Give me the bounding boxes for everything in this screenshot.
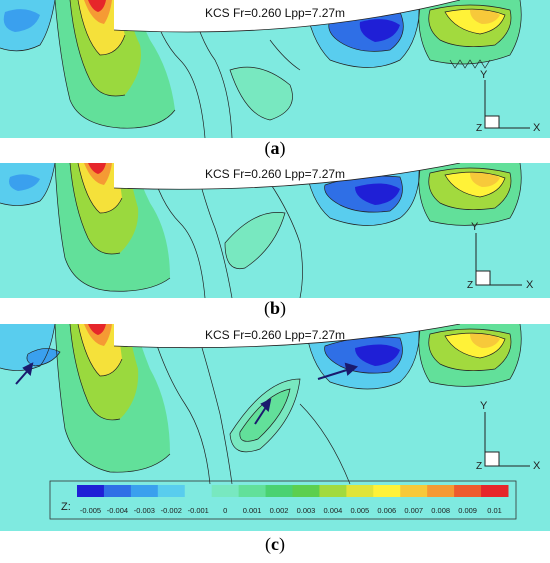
colorbar-tick-label: -0.004 <box>107 506 128 515</box>
axis-triad-b <box>475 233 522 286</box>
colorbar-tick-label: 0.004 <box>324 506 343 515</box>
axis-x-label-c: X <box>533 460 541 472</box>
axis-x-label-b: X <box>526 279 534 291</box>
colorbar-swatch <box>103 485 132 497</box>
caption-c: (c) <box>265 534 285 554</box>
contour-plot-a: Y X Z <box>0 0 550 138</box>
colorbar-tick-label: 0.01 <box>487 506 502 515</box>
colorbar-tick-label: 0.001 <box>243 506 262 515</box>
caption-b: (b) <box>263 298 286 318</box>
panel-c: Y X Z -0.005 -0.004 -0.003 -0.002 -0.001 0 0.0… <box>0 324 550 531</box>
colorbar-tick-label: 0.003 <box>297 506 316 515</box>
axis-x-label-a: X <box>533 122 541 134</box>
colorbar-swatch <box>292 485 320 497</box>
contour-plot-c: Y X Z -0.005 -0.004 -0.003 -0.002 -0.001 0 0.0… <box>0 324 550 531</box>
panel-title-b: KCS Fr=0.260 Lpp=7.27m <box>204 167 346 181</box>
colorbar-swatch <box>238 485 267 497</box>
colorbar-tick-label: -0.002 <box>161 506 182 515</box>
panel-a: Y X Z KCS Fr=0.260 Lpp=7.27m <box>0 0 550 138</box>
colorbar-swatch <box>481 485 509 497</box>
colorbar-swatch <box>454 485 482 497</box>
axis-z-label-b: Z <box>467 280 473 291</box>
colorbar-swatch <box>157 485 186 497</box>
colorbar-swatch <box>373 485 401 497</box>
colorbar-tick-label: 0.007 <box>404 506 423 515</box>
colorbar-swatch <box>184 485 213 497</box>
axis-triad-a <box>484 80 530 129</box>
axis-triad-c <box>484 412 530 467</box>
axis-y-label-b: Y <box>471 221 479 233</box>
colorbar-tick-label: -0.003 <box>134 506 155 515</box>
contour-plot-b: Y X Z <box>0 163 550 298</box>
axis-z-label-c: Z <box>476 461 482 472</box>
axis-z-label-a: Z <box>476 123 482 134</box>
colorbar-tick-label: 0.002 <box>270 506 289 515</box>
colorbar-label: Z: <box>61 501 71 513</box>
colorbar-swatch <box>346 485 374 497</box>
axis-y-label-a: Y <box>480 69 488 81</box>
colorbar-tick-label: 0.009 <box>458 506 477 515</box>
panel-b: Y X Z KCS Fr=0.260 Lpp=7.27m <box>0 163 550 298</box>
colorbar-tick-label: 0.006 <box>377 506 396 515</box>
panel-title-a: KCS Fr=0.260 Lpp=7.27m <box>204 6 346 20</box>
colorbar-swatch <box>400 485 428 497</box>
colorbar: -0.005 -0.004 -0.003 -0.002 -0.001 0 0.001 0.00… <box>49 480 517 520</box>
colorbar-tick-label: -0.005 <box>80 506 101 515</box>
colorbar-tick-label: -0.001 <box>188 506 209 515</box>
annotation-arrows <box>15 362 359 425</box>
caption-a: (a) <box>264 138 286 158</box>
colorbar-swatch <box>77 485 105 497</box>
colorbar-tick-label: 0.005 <box>350 506 369 515</box>
colorbar-tick-label: 0.008 <box>431 506 450 515</box>
colorbar-tick-label: 0 <box>223 506 227 515</box>
colorbar-swatch <box>427 485 455 497</box>
colorbar-swatch <box>319 485 347 497</box>
axis-y-label-c: Y <box>480 400 488 412</box>
panel-title-c: KCS Fr=0.260 Lpp=7.27m <box>204 328 346 342</box>
colorbar-frame <box>49 480 517 520</box>
colorbar-swatch <box>265 485 293 497</box>
colorbar-swatch <box>211 485 240 497</box>
colorbar-swatch <box>130 485 159 497</box>
